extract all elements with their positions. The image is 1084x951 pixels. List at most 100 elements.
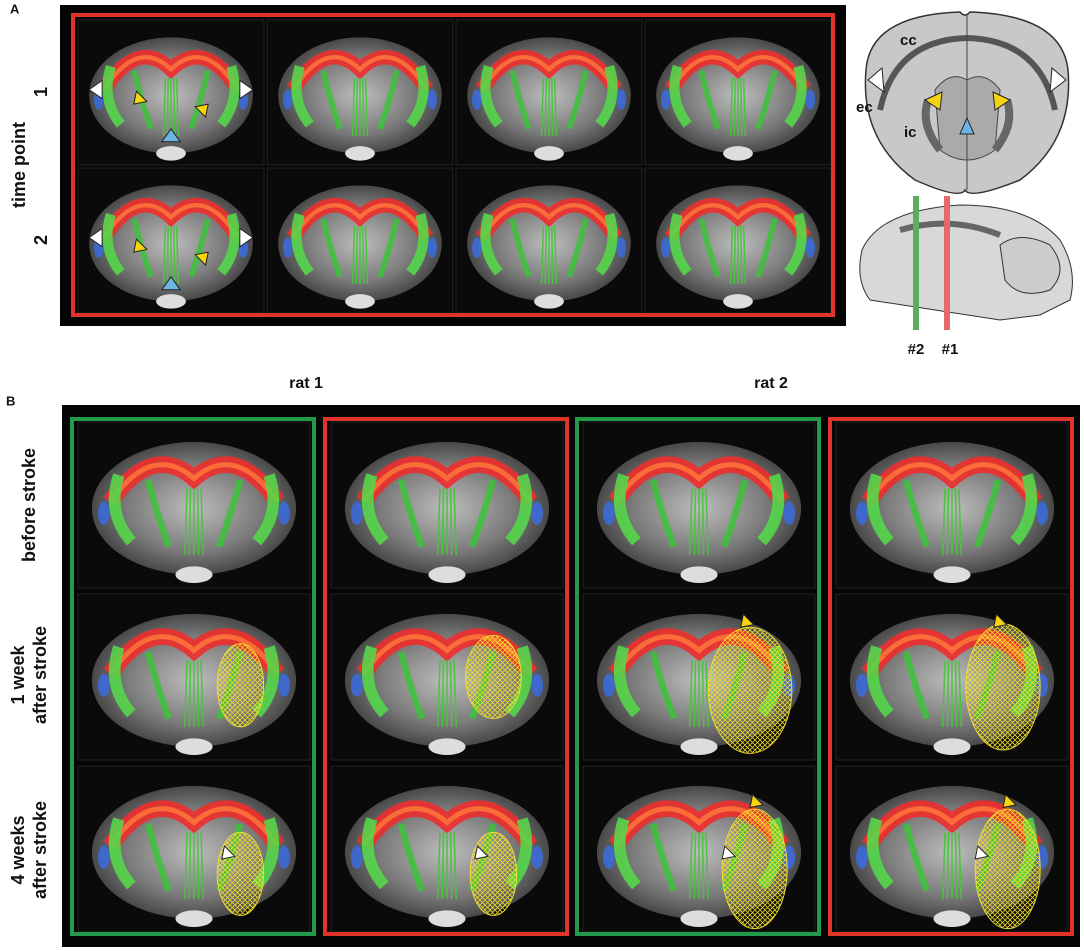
fiber-tract — [361, 462, 533, 504]
ventral — [175, 566, 213, 584]
fiber-tract — [866, 817, 894, 890]
fiber-tract — [544, 225, 547, 285]
fiber-tract — [946, 488, 950, 555]
fiber-tract — [553, 225, 558, 285]
fiber-tract — [472, 89, 482, 110]
fiber-tract — [480, 55, 618, 91]
frame — [575, 417, 821, 936]
fiber-tract — [252, 473, 280, 546]
fiber-tract — [1036, 501, 1049, 525]
arrowhead — [160, 127, 182, 143]
fiber-tract — [902, 651, 931, 720]
fiber-tract — [200, 832, 205, 899]
fiber-tract — [215, 479, 244, 548]
fiber-tract — [531, 845, 544, 869]
fiber-tract — [551, 77, 554, 137]
fiber-tract — [783, 501, 796, 525]
fiber-tract — [531, 673, 544, 697]
axis-title: time point — [9, 122, 29, 208]
fiber-tract — [649, 823, 678, 892]
row-label: 4 weeks — [8, 815, 28, 884]
lesion-mesh — [721, 808, 788, 930]
fiber-tract — [406, 212, 429, 276]
fiber-tract — [941, 488, 946, 555]
arrowhead — [239, 227, 254, 248]
fiber-tract — [553, 77, 558, 137]
fiber-tract — [102, 212, 125, 276]
fiber-tract — [362, 225, 365, 285]
fiber-tract — [805, 89, 815, 110]
fiber-tract — [661, 237, 671, 258]
fiber-tract — [613, 817, 641, 890]
fiber-tract — [355, 77, 358, 137]
frame — [70, 417, 316, 936]
fiber-tract — [954, 488, 958, 555]
ventral — [933, 738, 971, 756]
fiber-tract — [544, 77, 547, 137]
fiber-tract — [480, 212, 503, 276]
fiber-tract — [449, 488, 453, 555]
fiber-tract — [740, 225, 743, 285]
lesion-mesh — [974, 808, 1041, 930]
fiber-tract — [351, 225, 356, 285]
row-label: after stroke — [30, 801, 50, 899]
schematic-coronal — [864, 11, 1070, 195]
fiber-tract — [755, 218, 778, 278]
frame — [323, 417, 569, 936]
ventral — [534, 294, 564, 309]
fiber-tract — [144, 479, 173, 548]
fiber-tract — [252, 645, 280, 718]
fiber-tract — [350, 845, 363, 869]
fiber-tract — [453, 488, 458, 555]
fiber-tract — [855, 673, 868, 697]
fiber-tract — [351, 77, 356, 137]
section-label: #1 — [942, 341, 959, 358]
ventral — [723, 294, 753, 309]
fiber-tract — [291, 64, 314, 128]
fiber-tract — [866, 473, 894, 546]
fiber-tract — [733, 225, 736, 285]
ventral — [933, 910, 971, 928]
arrowhead — [740, 613, 755, 628]
fiber-tract — [941, 660, 946, 727]
fiber-tract — [602, 501, 615, 525]
arrowhead — [221, 844, 236, 860]
arrowhead — [993, 613, 1008, 628]
fiber-tract — [108, 462, 280, 504]
lesion-mesh — [469, 831, 518, 916]
fiber-tract — [436, 832, 441, 899]
section-label: #2 — [908, 341, 925, 358]
fiber-tract — [97, 501, 110, 525]
fiber-tract — [427, 237, 437, 258]
panel-label: B — [6, 393, 15, 408]
fiber-tract — [320, 218, 343, 278]
fiber-tract — [441, 832, 445, 899]
fiber-tract — [480, 203, 618, 239]
fiber-tract — [946, 660, 950, 727]
ventral — [933, 566, 971, 584]
fiber-tract — [688, 660, 693, 727]
fiber-tract — [406, 64, 429, 128]
fiber-tract — [902, 479, 931, 548]
fiber-tract — [144, 651, 173, 720]
fiber-tract — [196, 660, 200, 727]
arrowhead — [88, 227, 103, 248]
region-label: cc — [900, 32, 917, 49]
frame — [828, 417, 1074, 936]
fiber-tract — [958, 832, 963, 899]
fiber-tract — [701, 832, 705, 899]
fiber-tract — [361, 806, 533, 848]
lesion-mesh — [465, 635, 522, 719]
ventral — [428, 738, 466, 756]
fiber-tract — [729, 225, 734, 285]
fiber-tract — [566, 70, 589, 130]
arrowhead — [133, 238, 148, 253]
fiber-tract — [757, 473, 785, 546]
fiber-tract — [196, 488, 200, 555]
fiber-tract — [740, 77, 743, 137]
fiber-tract — [453, 832, 458, 899]
fiber-tract — [397, 823, 426, 892]
fiber-tract — [701, 488, 705, 555]
fiber-tract — [108, 473, 136, 546]
